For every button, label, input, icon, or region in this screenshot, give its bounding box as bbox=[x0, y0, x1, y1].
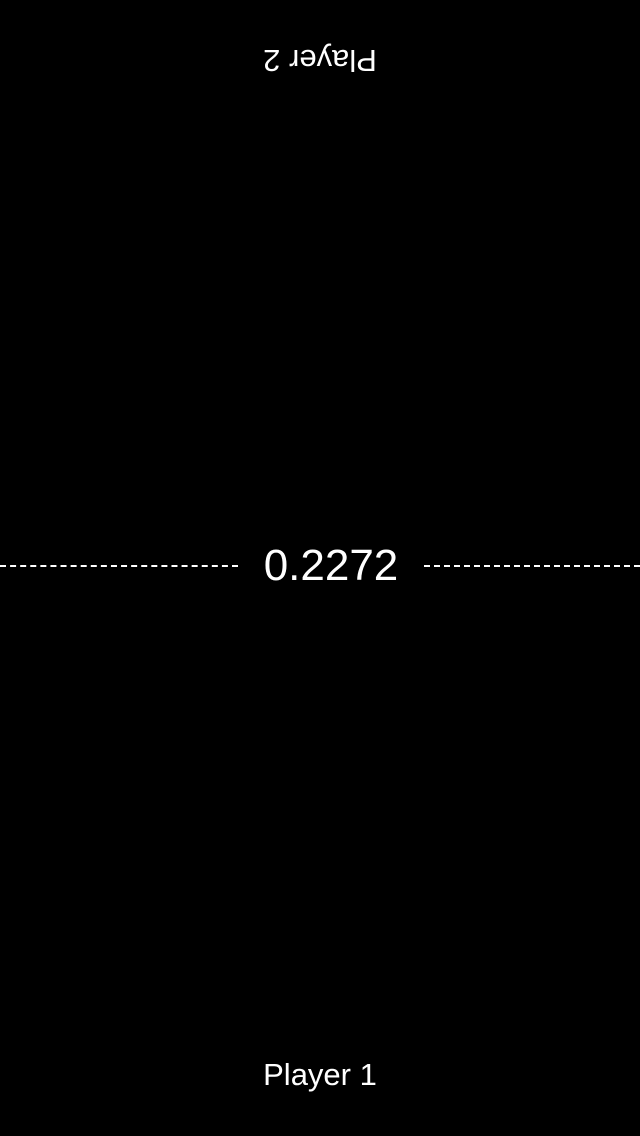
player-2-label: Player 2 bbox=[263, 43, 377, 78]
center-divider: 0.2272 bbox=[0, 538, 640, 594]
dashed-line-right bbox=[424, 565, 640, 567]
player-1-label: Player 1 bbox=[263, 1057, 377, 1092]
reaction-time-display: 0.2272 bbox=[263, 541, 399, 590]
dashed-line-left bbox=[0, 565, 238, 567]
